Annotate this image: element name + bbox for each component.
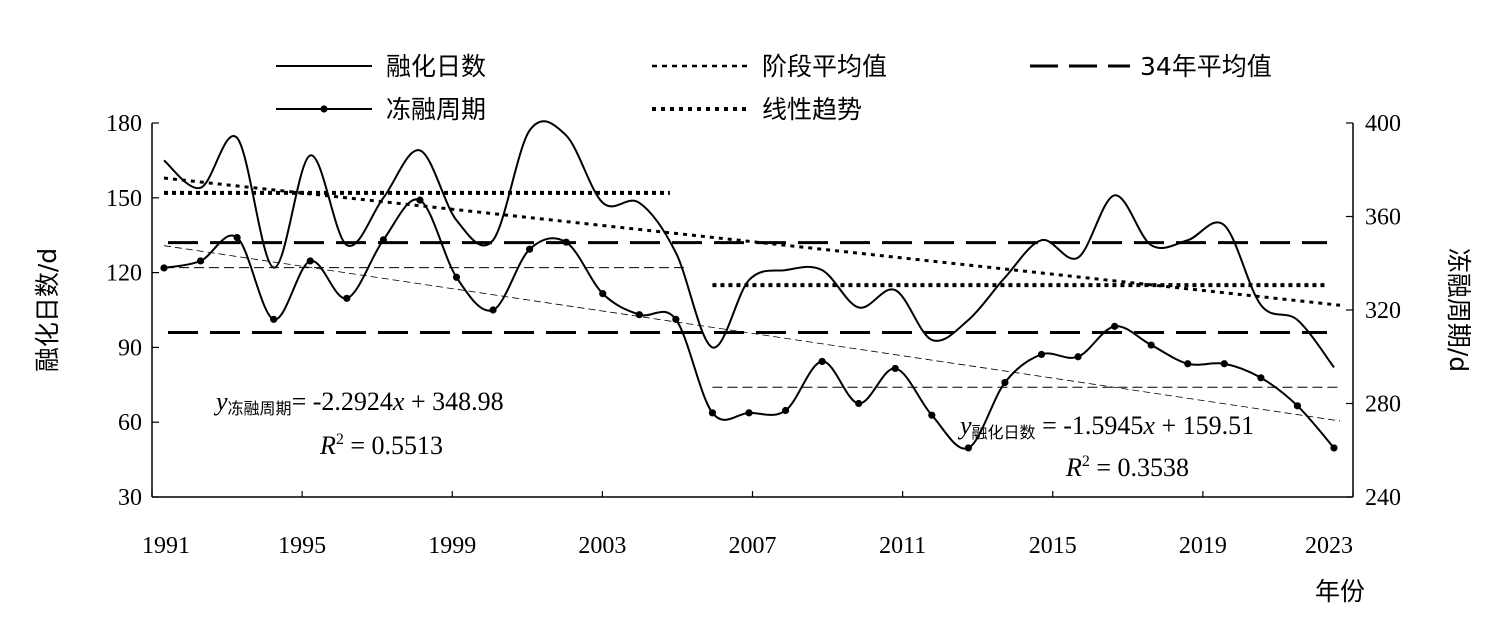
y-axis-right-title: 冻融周期/d [1444,248,1473,372]
freeze-thaw-point [489,306,497,314]
legend-item: 阶段平均值 [652,52,887,81]
legend-marker [320,105,328,113]
y-left-tick-label: 30 [118,485,142,511]
freeze-thaw-point [1147,341,1155,349]
freeze-thaw-point [781,406,790,415]
r-squared-melt-days: R2 = 0.3538 [1065,453,1189,482]
y-left-tick-label: 180 [106,111,142,137]
y-right-tick-label: 240 [1365,485,1401,511]
x-tick-label: 2003 [578,533,626,559]
equation-melt-days: y融化日数 = -1.5945x + 159.51 [957,411,1254,442]
freeze-thaw-point [964,444,972,452]
freeze-thaw-point [928,411,936,419]
legend-label: 阶段平均值 [762,52,887,81]
freeze-thaw-point [672,315,680,323]
x-tick-label: 2023 [1305,533,1353,559]
y-left-tick-label: 90 [118,335,142,361]
freeze-thaw-point [855,399,863,408]
equation-freeze-thaw: y冻融周期= -2.2924x + 348.98 [213,387,504,418]
x-axis-title: 年份 [1315,577,1365,606]
y-left-tick-label: 150 [106,186,142,212]
reference-lines [163,176,1342,422]
freeze-thaw-point [1257,374,1265,382]
freeze-thaw-point [1074,353,1082,361]
freeze-thaw-point [745,409,753,417]
y-right-tick-label: 280 [1365,392,1401,418]
freeze-thaw-point [1184,360,1192,368]
legend-label: 融化日数 [386,52,486,81]
legend-item: 冻融周期 [276,95,486,124]
x-tick-label: 1999 [428,533,476,559]
x-tick-label: 1991 [142,533,190,559]
freeze-thaw-point [306,257,314,265]
freeze-thaw-point [891,364,899,373]
freeze-thaw-point [416,196,424,204]
freeze-thaw-point [233,233,241,242]
freeze-thaw-point [1330,444,1338,452]
melt-days-line [163,120,1335,368]
axes: 180 150 120 90 60 30 400 360 320 280 240 1991 1995 19… [106,111,1401,559]
freeze-thaw-point [526,245,534,253]
freeze-thaw-point [635,311,643,319]
freeze-thaw-point [1001,378,1009,387]
freeze-thaw-point [562,238,570,246]
freeze-thaw-point [452,273,461,281]
y-left-tick-label: 120 [106,261,142,287]
x-tick-label: 2007 [729,533,777,559]
legend-label: 线性趋势 [762,95,862,124]
freeze-thaw-point [1220,360,1228,368]
x-tick-label: 1995 [278,533,326,559]
legend-label: 冻融周期 [386,95,486,124]
freeze-thaw-point [599,290,607,298]
freeze-thaw-point [270,315,278,323]
series-lines [160,120,1338,452]
freeze-thaw-point [1111,322,1119,330]
freeze-thaw-point [708,409,717,417]
y-right-tick-label: 320 [1365,298,1401,324]
r-squared-freeze-thaw: R2 = 0.5513 [319,431,443,460]
legend-item: 34年平均值 [1030,52,1272,81]
legend-item: 融化日数 [276,52,486,81]
trend-line [163,245,1341,422]
legend-label: 34年平均值 [1140,52,1272,81]
y-right-tick-label: 360 [1365,205,1401,231]
freeze-thaw-point [160,264,168,272]
freeze-thaw-point [379,236,387,244]
freeze-thaw-point [196,257,205,265]
y-axis-left-title: 融化日数/d [33,248,62,372]
legend-item: 线性趋势 [652,95,862,124]
freeze-thaw-point [343,294,351,302]
freeze-thaw-point [818,357,826,366]
y-right-tick-label: 400 [1365,111,1401,137]
x-tick-label: 2011 [879,533,926,559]
freeze-thaw-point [1293,402,1302,410]
freeze-thaw-point [1037,350,1046,359]
y-left-tick-label: 60 [118,410,142,436]
x-tick-label: 2015 [1029,533,1077,559]
x-tick-label: 2019 [1179,533,1227,559]
